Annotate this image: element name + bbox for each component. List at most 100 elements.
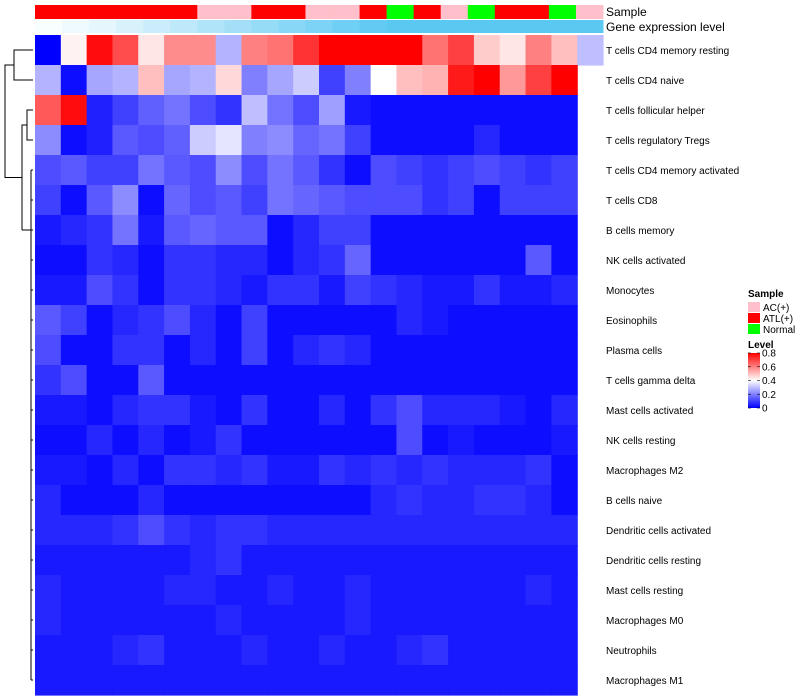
heatmap-cell <box>319 95 346 126</box>
heatmap-cell <box>215 605 243 636</box>
heatmap-cell <box>499 515 527 546</box>
heatmap-cell <box>422 515 449 546</box>
heatmap-cell <box>293 455 320 486</box>
heatmap-cell <box>525 665 552 696</box>
sample-annotation-cell <box>143 5 171 19</box>
heatmap-cell <box>60 125 88 156</box>
heatmap-cell <box>448 545 475 576</box>
heatmap-cell <box>448 305 475 336</box>
heatmap-cell <box>396 545 423 576</box>
gene-expression-annotation-cell <box>197 20 225 33</box>
heatmap-cell <box>396 575 423 606</box>
heatmap-cell <box>525 155 552 186</box>
heatmap-cell <box>396 665 423 696</box>
sample-annotation-cell <box>305 5 334 19</box>
heatmap-cell <box>499 155 527 186</box>
row-label: T cells gamma delta <box>606 376 696 387</box>
level-tick-label: 0.4 <box>762 376 776 387</box>
heatmap-cell <box>138 245 165 276</box>
heatmap-cell <box>164 215 191 246</box>
heatmap-cell <box>319 185 346 216</box>
heatmap-cell <box>370 515 398 546</box>
heatmap-cell <box>60 515 88 546</box>
heatmap-cell <box>551 305 578 336</box>
heatmap-cell <box>370 605 398 636</box>
heatmap-cell <box>448 275 475 306</box>
heatmap-cell <box>344 395 372 426</box>
heatmap-cell <box>448 485 475 516</box>
row-label: Macrophages M1 <box>606 676 684 687</box>
heatmap-cell <box>112 95 139 126</box>
heatmap-cell <box>293 635 320 666</box>
heatmap-cell <box>112 155 139 186</box>
heatmap-cell <box>86 575 114 606</box>
heatmap-cell <box>241 65 268 96</box>
heatmap-cell <box>35 35 62 66</box>
heatmap-cell <box>319 665 346 696</box>
heatmap-cell <box>267 155 294 186</box>
sample-legend-label: Normal <box>763 325 795 336</box>
heatmap-cell <box>473 305 501 336</box>
heatmap-cell <box>267 605 294 636</box>
heatmap-cell <box>189 485 217 516</box>
heatmap-cell <box>267 635 294 666</box>
heatmap-cell <box>344 425 372 456</box>
row-label: Dendritic cells activated <box>606 526 711 537</box>
heatmap-cell <box>112 335 139 366</box>
heatmap-cell <box>448 335 475 366</box>
heatmap-cell <box>422 275 449 306</box>
heatmap-cell <box>370 545 398 576</box>
gene-expression-annotation-cell <box>116 20 144 33</box>
heatmap-cell <box>422 125 449 156</box>
sample-legend-label: ATL(+) <box>763 314 793 325</box>
heatmap-cell <box>293 575 320 606</box>
heatmap-cell <box>189 455 217 486</box>
heatmap-cell <box>370 455 398 486</box>
heatmap-cell <box>86 95 114 126</box>
heatmap-cell <box>215 245 243 276</box>
heatmap-cell <box>525 575 552 606</box>
heatmap-cell <box>396 125 423 156</box>
heatmap-cell <box>86 125 114 156</box>
heatmap-cell <box>138 545 165 576</box>
heatmap-cell <box>551 95 578 126</box>
heatmap-cell <box>86 605 114 636</box>
heatmap-cell <box>448 395 475 426</box>
heatmap-cell <box>551 35 578 66</box>
heatmap-cell <box>60 455 88 486</box>
heatmap-cell <box>396 245 423 276</box>
heatmap-cell <box>448 65 475 96</box>
heatmap-cell <box>138 395 165 426</box>
row-dendrogram <box>4 49 33 681</box>
heatmap-cell <box>293 545 320 576</box>
heatmap-cell <box>189 665 217 696</box>
heatmap-cell <box>189 155 217 186</box>
heatmap-cell <box>319 35 346 66</box>
heatmap-cell <box>344 365 372 396</box>
heatmap-cell <box>499 275 527 306</box>
heatmap-cell <box>86 485 114 516</box>
heatmap-cell <box>499 65 527 96</box>
heatmap-cell <box>422 605 449 636</box>
row-label: T cells CD4 memory activated <box>606 166 739 177</box>
heatmap-cell <box>164 395 191 426</box>
row-labels: T cells CD4 memory resting T cells CD4 na… <box>606 46 739 687</box>
heatmap-cell <box>422 485 449 516</box>
heatmap-cell <box>293 245 320 276</box>
heatmap-cell <box>344 605 372 636</box>
heatmap-cell <box>86 635 114 666</box>
heatmap-cell <box>215 635 243 666</box>
heatmap-cell <box>86 185 114 216</box>
gene-expression-annotation-cell <box>467 20 496 33</box>
heatmap-cell <box>138 185 165 216</box>
heatmap-cell <box>551 335 578 366</box>
heatmap-cell <box>499 245 527 276</box>
heatmap-cell <box>396 425 423 456</box>
row-label: Plasma cells <box>606 346 662 357</box>
heatmap-cell <box>344 515 372 546</box>
heatmap-cell <box>448 155 475 186</box>
sample-annotation-cell <box>440 5 469 19</box>
heatmap-cell <box>422 395 449 426</box>
heatmap-cell <box>525 65 552 96</box>
heatmap-cell <box>112 605 139 636</box>
